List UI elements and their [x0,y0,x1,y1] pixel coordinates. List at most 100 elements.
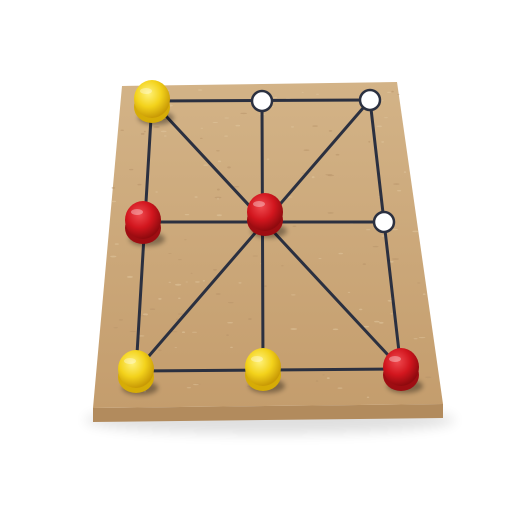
wood-speck [155,191,158,193]
wood-speck [199,137,203,139]
piece-highlight [251,356,263,362]
wood-speck [137,183,142,186]
wood-speck [397,190,402,192]
wood-speck [273,96,278,99]
red-piece[interactable] [247,193,287,238]
wood-speck [376,125,383,128]
wood-speck [174,347,178,348]
wood-speck [217,188,220,191]
wood-speck [327,212,334,214]
wood-speck [425,376,432,379]
wood-speck [312,125,318,127]
wood-speck [389,260,394,263]
wood-speck [177,297,181,299]
wood-speck [194,196,198,198]
wood-speck [238,282,242,284]
wood-speck [198,89,203,91]
wood-speck [403,171,407,174]
piece-top [118,350,154,388]
wood-speck [337,387,343,389]
wood-speck [140,132,145,135]
wood-speck [158,298,162,300]
wood-speck [149,308,156,311]
wood-speck [378,321,384,324]
wood-speck [338,252,344,255]
wood-speck [391,228,398,231]
wood-speck [372,245,379,248]
wood-speck [111,200,117,203]
pieces [118,80,423,395]
wood-speck [228,302,234,304]
piece-highlight [140,88,152,94]
wood-speck [363,325,370,328]
wood-speck [264,285,267,287]
wood-speck [290,126,295,128]
wood-speck [114,243,119,245]
wood-speck [140,315,147,317]
wood-speck [266,158,270,161]
wood-speck [412,230,419,233]
red-piece[interactable] [383,348,423,393]
wood-speck [315,380,319,382]
wood-speck [413,338,418,340]
wood-speck [397,93,400,95]
yellow-piece[interactable] [118,350,158,395]
wood-speck [118,319,123,321]
wood-speck [184,214,190,216]
piece-top [247,193,283,231]
wooden-board [93,82,443,408]
wood-speck [217,160,222,163]
wood-speck [235,124,241,127]
wood-speck [374,320,380,323]
wood-speck [287,196,293,198]
wood-speck [202,280,206,282]
empty-points [250,88,396,234]
yellow-piece[interactable] [134,80,174,125]
wood-speck [158,349,162,352]
empty-point[interactable] [372,210,396,234]
wood-speck [184,239,187,241]
wood-speck [178,259,182,261]
red-piece[interactable] [125,201,165,246]
wood-speck [181,331,186,334]
wood-speck [177,313,183,315]
wood-speck [248,318,252,320]
wood-speck [390,313,393,315]
wood-speck [335,153,340,156]
wood-speck [120,129,124,131]
wood-speck [332,328,339,331]
wood-speck [322,374,325,376]
wood-speck [186,387,191,389]
wood-speck [143,130,146,133]
wood-speck [359,308,363,311]
wood-speck [347,291,351,293]
wood-speck [172,331,178,333]
wood-speck [224,117,229,119]
wood-speck [168,281,172,283]
wood-speck [387,91,391,94]
wood-speck [111,187,116,189]
yellow-piece[interactable] [245,348,285,393]
empty-point[interactable] [358,88,382,112]
wood-speck [384,117,388,119]
wood-speck [301,172,306,174]
wood-speck [227,322,234,324]
wood-speck [226,334,229,336]
piece-top [245,348,281,386]
wood-speck [381,235,385,237]
piece-highlight [124,358,136,364]
piece-highlight [253,201,265,207]
wood-speck [311,176,315,179]
piece-top [125,201,161,239]
wood-speck [174,283,182,286]
piece-top [134,80,170,118]
wood-speck [110,255,117,258]
wood-speck [301,91,304,93]
wood-speck [126,275,133,278]
wood-speck [391,90,394,93]
wood-speck [303,149,310,151]
wood-speck [230,346,233,348]
empty-point[interactable] [250,89,274,113]
